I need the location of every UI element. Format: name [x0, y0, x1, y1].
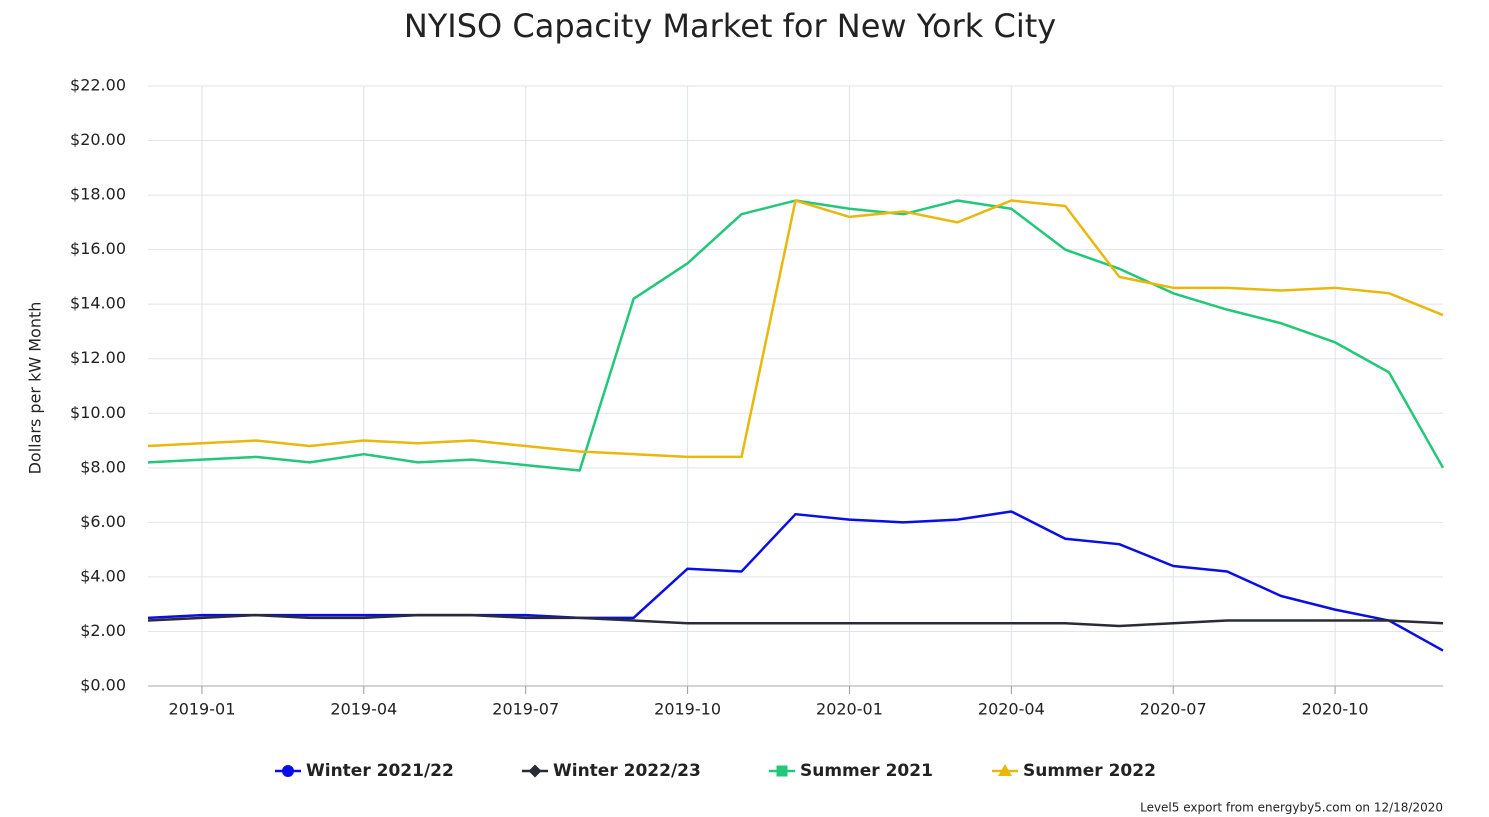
y-tick-label: $18.00: [70, 185, 126, 204]
y-tick-label: $20.00: [70, 130, 126, 149]
legend-marker: [282, 765, 294, 777]
x-tick-label: 2020-07: [1140, 700, 1207, 719]
y-tick-label: $2.00: [80, 621, 126, 640]
legend-label[interactable]: Winter 2022/23: [553, 761, 701, 781]
series-line: [147, 199, 1445, 472]
y-tick-label: $16.00: [70, 239, 126, 258]
x-tick-label: 2020-04: [978, 700, 1045, 719]
y-tick-label: $14.00: [70, 294, 126, 313]
series-line: [147, 199, 1444, 459]
y-tick-label: $6.00: [80, 512, 126, 531]
x-tick-label: 2020-10: [1302, 700, 1369, 719]
legend-marker: [528, 764, 542, 778]
y-tick-label: $12.00: [70, 348, 126, 367]
y-axis-label: Dollars per kW Month: [26, 302, 45, 475]
y-tick-label: $0.00: [80, 676, 126, 695]
series-line: [147, 510, 1444, 652]
legend-label[interactable]: Winter 2021/22: [306, 761, 454, 781]
x-tick-label: 2019-07: [492, 700, 559, 719]
legend-marker: [998, 764, 1012, 776]
credit: Level5 export from energyby5.com on 12/1…: [1140, 801, 1443, 815]
y-tick-label: $10.00: [70, 403, 126, 422]
x-tick-label: 2020-01: [816, 700, 883, 719]
x-tick-label: 2019-01: [169, 700, 236, 719]
chart-title: NYISO Capacity Market for New York City: [404, 7, 1056, 45]
y-tick-label: $22.00: [70, 76, 126, 95]
series-line: [147, 613, 1444, 628]
legend-marker: [776, 765, 788, 777]
x-tick-label: 2019-10: [654, 700, 721, 719]
y-tick-label: $8.00: [80, 457, 126, 476]
x-tick-label: 2019-04: [330, 700, 397, 719]
legend-label[interactable]: Summer 2022: [1023, 761, 1156, 781]
legend-label[interactable]: Summer 2021: [800, 761, 933, 781]
y-tick-label: $4.00: [80, 566, 126, 585]
